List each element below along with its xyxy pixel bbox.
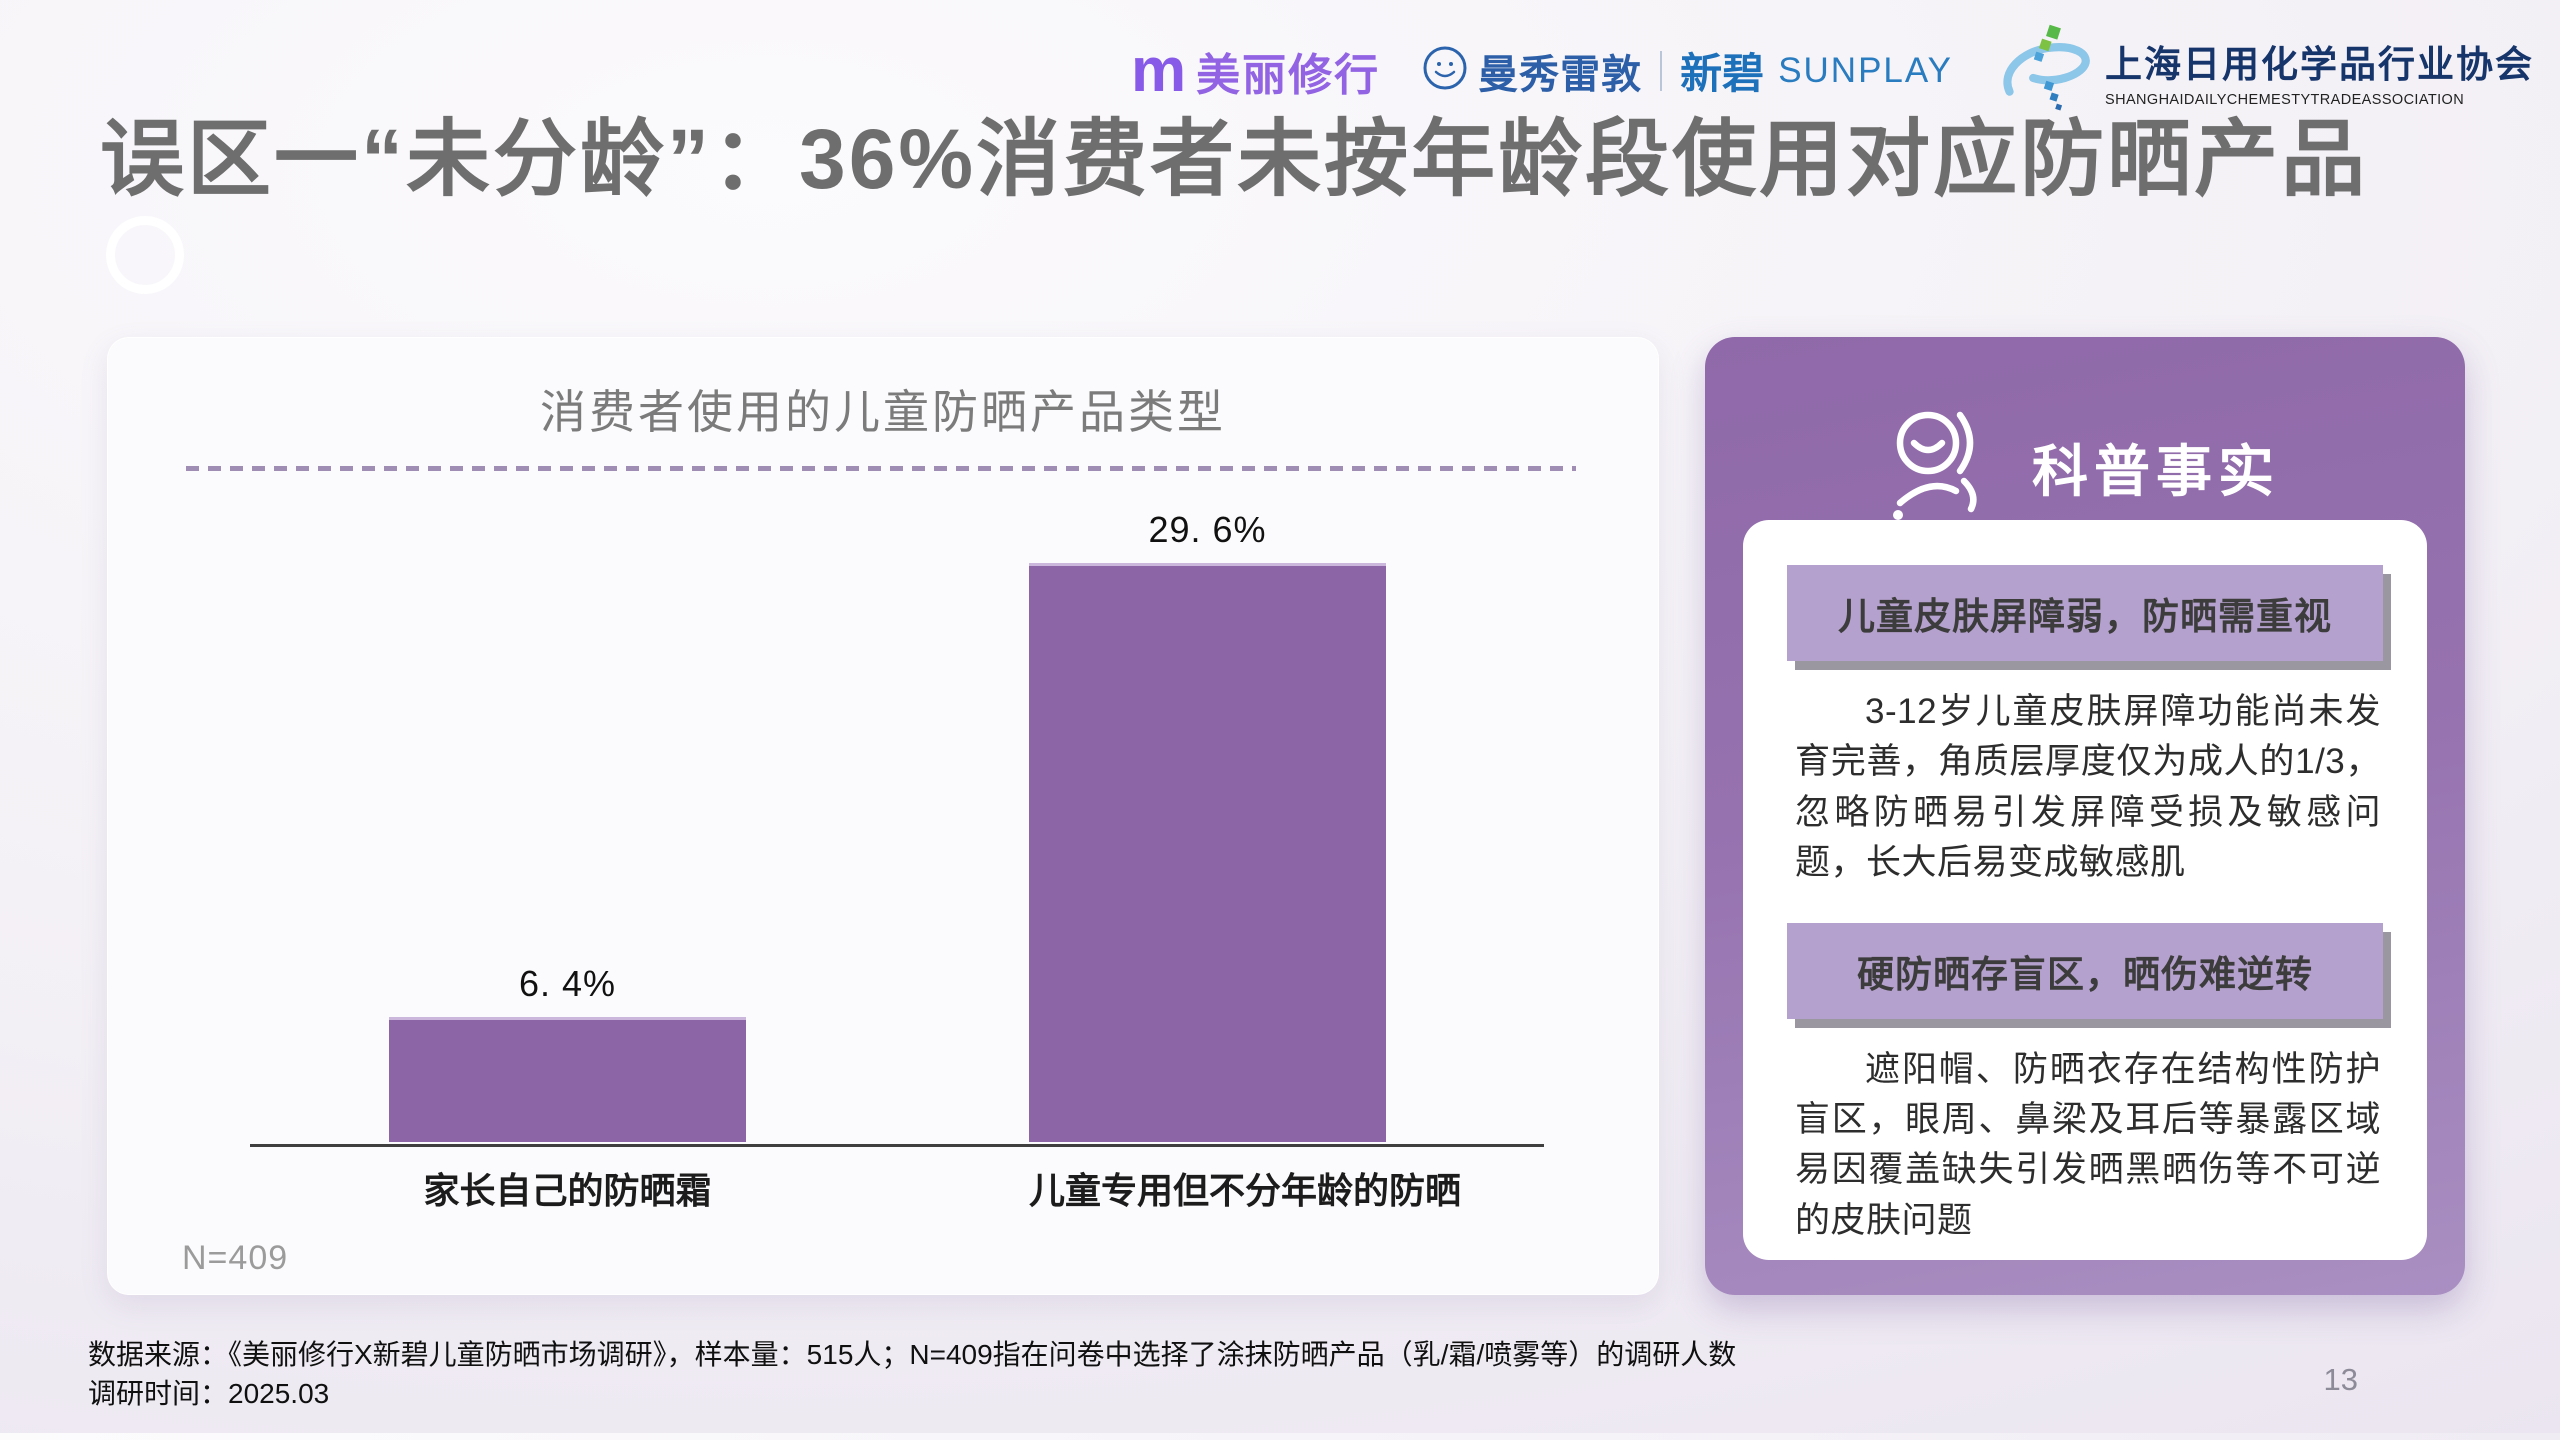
meilixiuxing-logo: m 美丽修行 [1131,39,1380,103]
footnote-line1: 数据来源：《美丽修行X新碧儿童防晒市场调研》，样本量：515人；N=409指在问… [88,1339,1737,1370]
fact-body-text: 遮阳帽、防晒衣存在结构性防护盲区，眼周、鼻梁及耳后等暴露区域易因覆盖缺失引发晒黑… [1795,1049,2381,1240]
fact-card-header: 科普事实 [1705,403,2465,532]
fact-card-title: 科普事实 [2032,440,2280,503]
ring-decoration [106,216,184,294]
fact-heading-banner: 儿童皮肤屏障弱，防晒需重视 [1787,565,2383,661]
bar-value-label: 6. 4% [518,963,617,1004]
fact-card: 科普事实 儿童皮肤屏障弱，防晒需重视 3-12岁儿童皮肤屏障功能尚未发育完善，角… [1705,337,2465,1295]
mentholatum-name: 曼秀雷敦 [1478,52,1643,97]
chart-card: 消费者使用的儿童防晒产品类型 6. 4% 29. 6% 家长自己的防晒霜 儿童专… [107,337,1659,1295]
fact-body-text: 3-12岁儿童皮肤屏障功能尚未发育完善，角质层厚度仅为成人的1/3，忽略防晒易引… [1795,692,2381,883]
meilixiuxing-m-icon: m [1131,35,1187,105]
mentholatum-logo: 曼秀雷敦 新碧 SUNPLAY [1422,40,1953,101]
association-name-cn: 上海日用化学品行业协会 [2105,44,2534,86]
bar-parent-sunscreen: 6. 4% [389,963,746,1142]
data-source-footnote: 数据来源：《美丽修行X新碧儿童防晒市场调研》，样本量：515人；N=409指在问… [88,1336,1736,1413]
person-broadcast-icon [1890,403,1986,532]
bar-rect [389,1017,746,1142]
sample-size-note: N=409 [182,1239,289,1277]
chart-title: 消费者使用的儿童防晒产品类型 [540,386,1226,438]
page-title: 误区一“未分龄”：36%消费者未按年龄段使用对应防晒产品 [100,112,2369,206]
category-label: 儿童专用但不分年龄的防晒 [1029,1170,1462,1211]
category-label: 家长自己的防晒霜 [423,1170,712,1211]
association-swoosh-icon [1995,22,2095,119]
bar-child-no-age: 29. 6% [1029,509,1386,1142]
fact-inner-panel: 儿童皮肤屏障弱，防晒需重视 3-12岁儿童皮肤屏障功能尚未发育完善，角质层厚度仅… [1743,520,2427,1260]
bar-rect [1029,563,1386,1142]
logo-divider [1660,50,1663,91]
dashed-divider [186,466,1576,471]
bottom-strip-decoration [0,1433,2560,1440]
association-name-en: SHANGHAIDAILYCHEMESTYTRADEASSOCIATION [2105,91,2465,108]
footnote-line2: 调研时间：2025.03 [88,1377,330,1409]
page-number: 13 [2323,1362,2358,1397]
bar-value-label: 29. 6% [1148,509,1267,550]
fact-heading-banner: 硬防晒存盲区，晒伤难逆转 [1787,922,2383,1019]
x-axis-line [250,1144,1544,1147]
sunplay-brand-cn: 新碧 [1680,50,1765,97]
meilixiuxing-name: 美丽修行 [1196,50,1381,100]
association-logo: 上海日用化学品行业协会 SHANGHAIDAILYCHEMESTYTRADEAS… [1995,22,2534,119]
logo-bar: m 美丽修行 曼秀雷敦 新碧 SUNPLAY [1131,22,2534,119]
mentholatum-emblem-icon [1422,45,1468,96]
sunplay-brand-en: SUNPLAY [1778,50,1953,90]
